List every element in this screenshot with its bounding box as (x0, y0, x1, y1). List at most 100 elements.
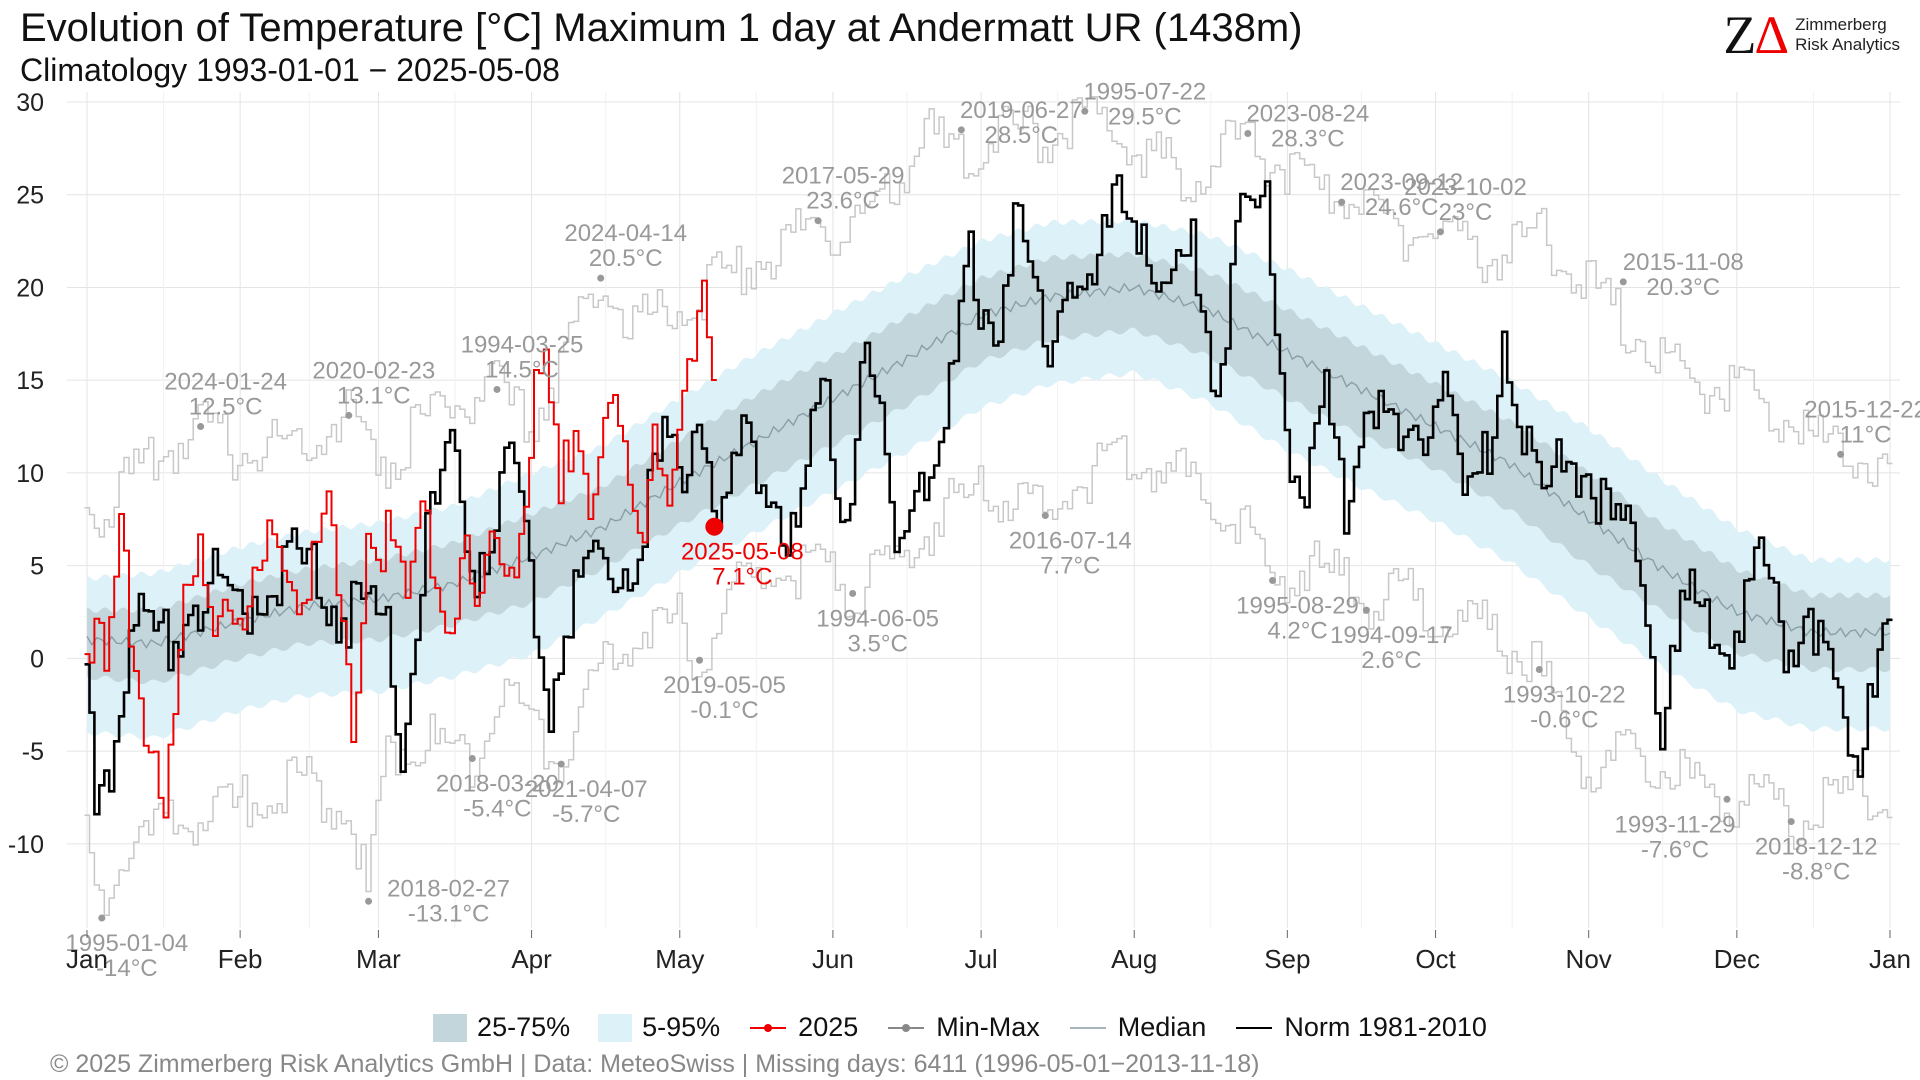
x-tick-label: Nov (1566, 944, 1612, 974)
y-tick-label: -10 (8, 831, 44, 859)
legend-item-median: Median (1068, 1012, 1207, 1043)
extreme-value-label: 28.3°C (1271, 126, 1345, 153)
extreme-date-label: 1994-03-25 (461, 331, 584, 358)
y-tick-label: 20 (16, 274, 44, 302)
extreme-date-label: 1995-07-22 (1083, 78, 1206, 105)
extreme-date-label: 1994-06-05 (816, 605, 939, 632)
extreme-date-label: 1995-01-04 (65, 930, 188, 957)
x-tick-label: Sep (1264, 944, 1310, 974)
current-date-label: 2025-05-08 (681, 539, 804, 566)
y-tick-label: -5 (22, 738, 44, 766)
company-logo: ZΔ Zimmerberg Risk Analytics (1723, 8, 1900, 62)
extreme-point (1787, 818, 1795, 826)
logo-z: Z (1723, 5, 1756, 65)
extreme-date-label: 1993-11-29 (1614, 811, 1735, 838)
x-tick-label: Jun (812, 944, 854, 974)
extreme-date-label: 2023-09-12 (1340, 169, 1463, 196)
extreme-value-label: 4.2°C (1267, 617, 1327, 644)
extreme-date-label: 2017-05-29 (782, 163, 905, 190)
extreme-date-label: 1994-09-17 (1330, 622, 1453, 649)
legend-label-p5-95: 5-95% (642, 1012, 721, 1042)
extreme-date-label: 2024-01-24 (164, 369, 287, 396)
extreme-point (493, 385, 501, 393)
extreme-date-label: 2024-04-14 (564, 220, 687, 247)
logo-delta: Δ (1754, 5, 1789, 65)
series-max-line (84, 96, 1893, 538)
extreme-value-label: -7.6°C (1641, 836, 1709, 863)
extreme-date-label: 2015-11-08 (1623, 249, 1744, 276)
extreme-point (696, 656, 704, 664)
x-tick-label: Jan (66, 944, 108, 974)
extreme-value-label: 7.7°C (1040, 553, 1100, 580)
legend-swatch-iqr (433, 1013, 468, 1042)
extreme-value-label: 2.6°C (1361, 647, 1421, 674)
extreme-value-label: -8.8°C (1782, 859, 1850, 886)
x-tick-label: Dec (1714, 944, 1760, 974)
extreme-value-label: 24.6°C (1365, 194, 1439, 221)
extreme-value-label: 3.5°C (848, 630, 908, 657)
extreme-value-label: -5.7°C (552, 801, 620, 828)
legend-item-iqr: 25-75% (433, 1012, 570, 1043)
chart-subtitle: Climatology 1993-01-01 − 2025-05-08 (20, 52, 560, 88)
chart-legend: 25-75% 5-95% 2025 Min-Max Median Norm 19… (0, 1012, 1920, 1043)
extreme-value-label: 20.3°C (1646, 274, 1720, 301)
extreme-point (849, 589, 857, 597)
extreme-date-label: 2023-10-02 (1404, 174, 1527, 201)
extreme-date-label: 2016-07-14 (1009, 528, 1132, 555)
y-tick-label: 25 (16, 182, 44, 210)
x-tick-label: May (655, 944, 704, 974)
x-tick-label: Feb (218, 944, 263, 974)
legend-swatch-median-icon (1069, 1026, 1106, 1029)
extreme-value-label: -13.1°C (408, 900, 490, 927)
extreme-value-label: -0.6°C (1530, 706, 1598, 733)
y-tick-label: 0 (30, 645, 44, 673)
extreme-point (597, 274, 605, 282)
extreme-value-label: 14.5°C (485, 356, 559, 383)
footer-credits: © 2025 Zimmerberg Risk Analytics GmbH | … (50, 1050, 1260, 1078)
current-point (705, 517, 724, 536)
legend-label-median: Median (1117, 1012, 1207, 1042)
extreme-date-label: 2018-03-20 (436, 771, 559, 798)
temperature-chart: 2025-05-087.1°C 1995-01-04-14°C 2024-01-24… (8, 78, 1920, 982)
extreme-point (197, 423, 205, 431)
extreme-point (1535, 665, 1543, 673)
extreme-value-label: -5.4°C (463, 796, 531, 823)
extreme-point (814, 217, 822, 225)
series-norm-line (84, 174, 1893, 816)
legend-swatch-2025-icon (750, 1023, 787, 1032)
extreme-value-label: 20.5°C (589, 245, 663, 272)
legend-swatch-p5-95 (598, 1013, 633, 1042)
extreme-date-label: 1995-08-29 (1236, 592, 1359, 619)
logo-line-2: Risk Analytics (1795, 35, 1900, 54)
extreme-date-label: 2019-06-27 (960, 97, 1083, 124)
chart-title: Evolution of Temperature [°C] Maximum 1 … (20, 6, 1303, 50)
extreme-point (557, 760, 565, 768)
extreme-point (345, 411, 353, 419)
legend-item-p5-95: 5-95% (598, 1012, 720, 1043)
series-2025-line (84, 279, 717, 819)
extreme-point (1619, 278, 1627, 286)
extreme-date-label: 1993-10-22 (1503, 681, 1626, 708)
extreme-point (1081, 107, 1089, 115)
extreme-value-label: 11°C (1840, 421, 1892, 448)
extreme-value-label: 13.1°C (337, 382, 411, 409)
legend-swatch-norm-icon (1236, 1026, 1273, 1029)
x-tick-label: Aug (1111, 944, 1157, 974)
band-25-75 (87, 251, 1890, 684)
legend-label-iqr: 25-75% (477, 1012, 571, 1042)
extreme-point (1269, 576, 1277, 584)
extreme-point (1362, 606, 1370, 614)
current-value-label: 7.1°C (712, 564, 772, 591)
extreme-point (1041, 512, 1049, 520)
legend-label-norm: Norm 1981-2010 (1284, 1012, 1487, 1042)
x-tick-label: Apr (511, 944, 552, 974)
logo-text: Zimmerberg Risk Analytics (1795, 15, 1900, 55)
extreme-date-label: 2018-12-12 (1755, 834, 1878, 861)
extreme-value-label: 23°C (1439, 199, 1493, 226)
extreme-point (1837, 450, 1845, 458)
extreme-point (365, 897, 373, 905)
x-tick-label: Jan (1869, 944, 1911, 974)
x-tick-label: Mar (356, 944, 401, 974)
extreme-date-label: 2015-12-22 (1804, 396, 1920, 423)
